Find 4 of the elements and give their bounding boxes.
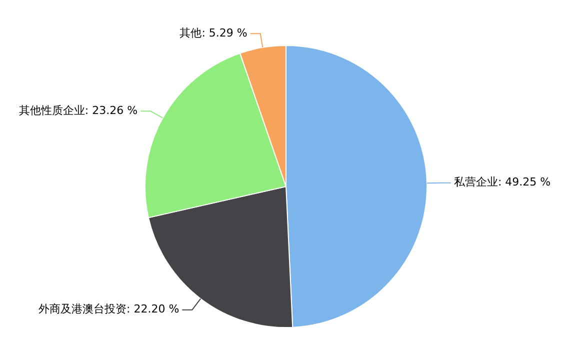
slice-label: 其他: 5.29 %: [180, 26, 248, 40]
slice-label: 其他性质企业: 23.26 %: [18, 104, 138, 118]
slice-label: 外商及港澳台投资: 22.20 %: [38, 302, 180, 316]
slice-label: 私营企业: 49.25 %: [454, 176, 551, 189]
